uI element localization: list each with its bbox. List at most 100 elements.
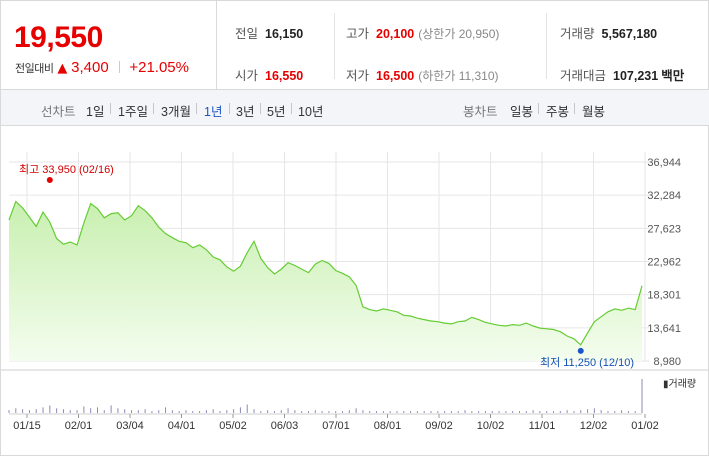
volume-bar (457, 411, 459, 413)
change-value: 3,400 (71, 59, 109, 76)
volume-bar (553, 411, 555, 413)
volume-bar (423, 411, 425, 413)
divider (334, 13, 335, 79)
volume-bar (614, 411, 616, 413)
volume-bar (219, 411, 221, 413)
divider (229, 103, 230, 114)
volume-bar (76, 410, 78, 413)
volume-bars (8, 379, 643, 413)
amount-label: 거래대금 (560, 69, 607, 83)
volume-bar (593, 408, 595, 413)
volume-bar (539, 411, 541, 413)
x-tick-label: 06/03 (271, 420, 299, 432)
volume-bar (382, 411, 384, 413)
volume-bar (430, 411, 432, 413)
x-tick-label: 02/01 (65, 420, 93, 432)
volume-bar (239, 407, 241, 413)
volume-bar (634, 411, 636, 413)
price-box: 19,550 전일대비 ▲ 3,400 +21.05% (1, 1, 217, 90)
volume-bar (396, 411, 398, 413)
volume-bar (307, 411, 309, 413)
line-chart-label: 선차트 (41, 105, 76, 119)
prev-close-label: 전일 (235, 27, 259, 41)
volume-bar (165, 407, 167, 413)
volume-bar (573, 411, 575, 413)
volume-bar (69, 410, 71, 413)
divider (110, 103, 111, 114)
divider (291, 103, 292, 114)
candle-daily-button[interactable]: 일봉 (510, 105, 534, 119)
divider (118, 61, 120, 73)
divider (574, 103, 575, 114)
volume-bar (56, 408, 58, 413)
period-5y-button[interactable]: 5년 (267, 105, 286, 119)
volume-bar (117, 408, 119, 413)
y-tick-label: 27,623 (647, 223, 681, 235)
volume-bar (478, 411, 480, 413)
volume-bar (314, 410, 316, 413)
volume-bar (144, 409, 146, 413)
volume-bar (260, 411, 262, 413)
volume-bar (294, 410, 296, 413)
volume-bar (627, 411, 629, 413)
x-tick-label: 01/02 (631, 420, 659, 432)
lower-limit: (하한가 11,310) (418, 69, 499, 83)
y-tick-label: 36,944 (647, 157, 681, 169)
volume-bar (621, 410, 623, 413)
divider (153, 103, 154, 114)
x-tick-label: 12/02 (580, 420, 608, 432)
amount-stat: 거래대금 107,231 백만 (560, 65, 684, 84)
upper-limit: (상한가 20,950) (418, 27, 500, 41)
volume-bar (8, 410, 10, 413)
period-1d-button[interactable]: 1일 (86, 105, 105, 119)
period-1w-button[interactable]: 1주일 (118, 105, 148, 119)
low-value: 16,500 (376, 69, 415, 83)
amount-unit: 백만 (661, 69, 685, 83)
volume-bar (253, 409, 255, 413)
candle-weekly-button[interactable]: 주봉 (546, 105, 570, 119)
period-10y-button[interactable]: 10년 (298, 105, 324, 119)
volume-bar (131, 410, 133, 413)
candle-monthly-button[interactable]: 월봉 (582, 105, 606, 119)
high-marker (46, 177, 53, 183)
up-arrow-icon: ▲ (57, 61, 68, 76)
volume-legend: ▮거래량 (663, 378, 696, 390)
volume-bar (498, 411, 500, 413)
volume-bar (83, 406, 85, 413)
volume-bar (532, 410, 534, 413)
volume-label: 거래량 (560, 27, 595, 41)
period-1y-button[interactable]: 1년 (204, 105, 223, 119)
low-label: 저가 (346, 69, 370, 83)
volume-bar (267, 410, 269, 413)
volume-bar (321, 411, 323, 413)
volume-bar (287, 408, 289, 413)
volume-stat: 거래량 5,567,180 (560, 23, 657, 42)
volume-bar (342, 411, 344, 413)
volume-bar (580, 410, 582, 413)
volume-bar (22, 409, 24, 413)
quote-summary: 19,550 전일대비 ▲ 3,400 +21.05% 전일 16,150 고가 2… (1, 1, 709, 90)
low-annotation: 최저 11,250 (12/10) (540, 356, 634, 369)
volume-bar (62, 409, 64, 413)
volume-bar (369, 411, 371, 413)
price-chart: 36,944 32,284 27,623 22,962 18,301 13,641 8,98… (1, 152, 708, 432)
volume-bar (35, 409, 37, 413)
volume-bar (205, 410, 207, 413)
volume-bar (96, 407, 98, 413)
low-marker (577, 347, 584, 354)
volume-bar (171, 410, 173, 413)
volume-bar (559, 411, 561, 413)
volume-bar (525, 411, 527, 413)
period-3m-button[interactable]: 3개월 (161, 105, 191, 119)
volume-bar (185, 410, 187, 413)
high-annotation: 최고 33,950 (02/16) (19, 163, 114, 176)
low-stat: 저가 16,500 (하한가 11,310) (346, 65, 499, 84)
x-tick-label: 11/01 (529, 420, 556, 432)
period-3y-button[interactable]: 3년 (236, 105, 255, 119)
volume-value: 5,567,180 (601, 27, 658, 41)
volume-bar (192, 411, 194, 413)
volume-bar (566, 410, 568, 413)
volume-bar (464, 410, 466, 413)
y-tick-label: 22,962 (647, 257, 681, 269)
volume-bar (42, 407, 44, 413)
